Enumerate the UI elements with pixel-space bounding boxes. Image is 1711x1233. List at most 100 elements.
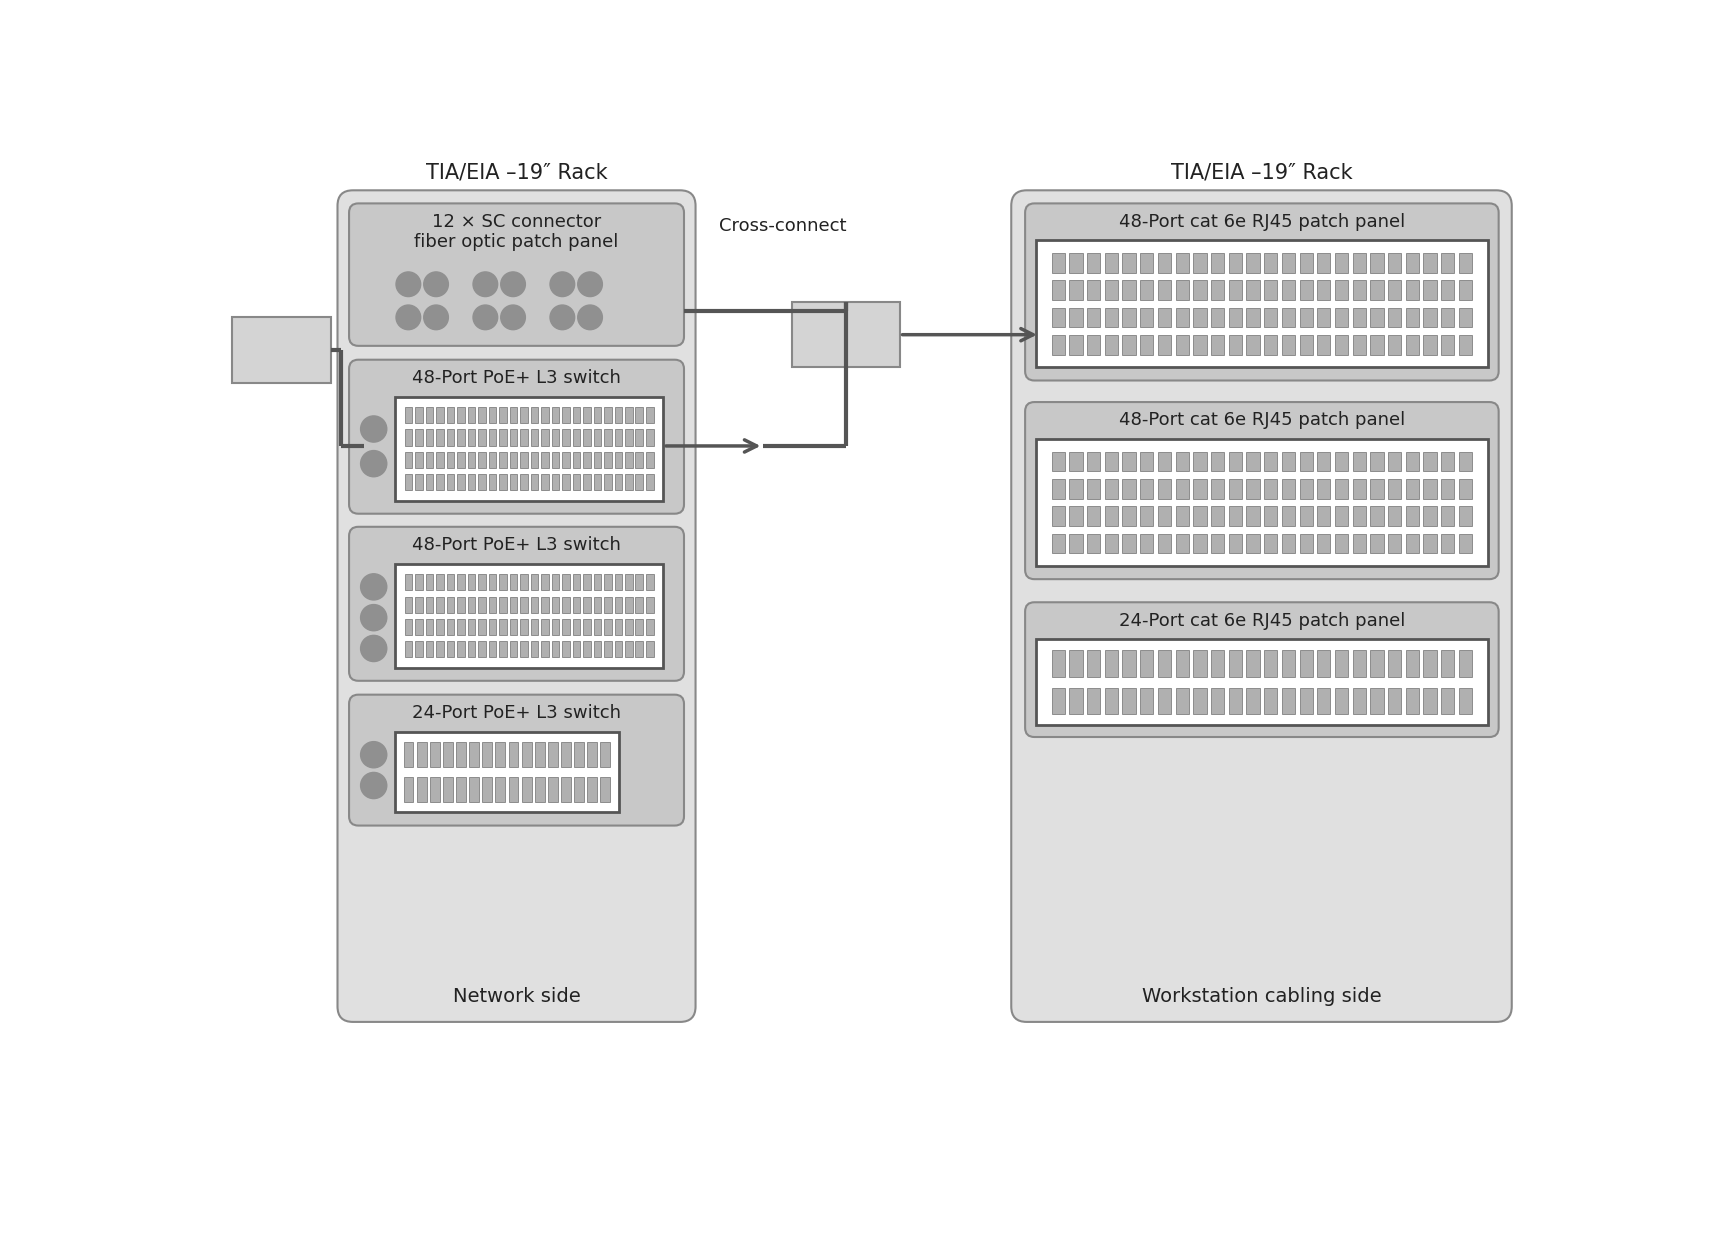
Bar xyxy=(489,597,496,613)
FancyBboxPatch shape xyxy=(349,360,684,514)
Bar xyxy=(1353,480,1365,498)
Bar xyxy=(604,575,613,591)
Bar xyxy=(561,475,570,491)
Bar xyxy=(1371,688,1384,714)
Bar xyxy=(1105,451,1117,471)
Bar xyxy=(1371,480,1384,498)
Bar xyxy=(625,597,633,613)
Bar xyxy=(1122,507,1136,526)
Bar xyxy=(404,429,412,445)
Bar xyxy=(1193,688,1206,714)
Bar xyxy=(1140,480,1153,498)
Bar xyxy=(1246,480,1259,498)
Bar xyxy=(520,407,529,423)
Bar xyxy=(1105,308,1117,328)
Bar xyxy=(1335,280,1348,300)
Bar xyxy=(1282,651,1295,677)
Bar xyxy=(1353,451,1365,471)
Text: Cross-connect: Cross-connect xyxy=(719,217,847,236)
Bar xyxy=(520,641,529,657)
Bar xyxy=(1353,651,1365,677)
Bar xyxy=(614,451,623,467)
Bar xyxy=(1371,335,1384,355)
Bar xyxy=(1459,480,1471,498)
Bar xyxy=(1282,280,1295,300)
Circle shape xyxy=(578,272,602,297)
Bar xyxy=(467,475,476,491)
Bar xyxy=(551,429,559,445)
Bar xyxy=(1317,480,1331,498)
Bar xyxy=(1441,335,1454,355)
Bar xyxy=(1317,507,1331,526)
Bar xyxy=(477,641,486,657)
Bar xyxy=(1228,335,1242,355)
FancyBboxPatch shape xyxy=(349,694,684,826)
Bar xyxy=(489,451,496,467)
Bar xyxy=(467,451,476,467)
Bar xyxy=(548,742,558,767)
Bar xyxy=(404,451,412,467)
Bar xyxy=(520,429,529,445)
Bar xyxy=(416,475,423,491)
Bar xyxy=(1459,451,1471,471)
Bar xyxy=(614,475,623,491)
Bar xyxy=(1424,534,1437,554)
Bar xyxy=(416,641,423,657)
Bar xyxy=(1086,335,1100,355)
Bar xyxy=(551,619,559,635)
Bar xyxy=(510,619,517,635)
Bar xyxy=(583,451,590,467)
Bar xyxy=(1459,253,1471,272)
Bar xyxy=(1158,335,1170,355)
Bar xyxy=(510,575,517,591)
Bar xyxy=(1140,280,1153,300)
Bar xyxy=(520,597,529,613)
Bar xyxy=(1388,451,1401,471)
Bar xyxy=(594,619,601,635)
Bar xyxy=(426,407,433,423)
Bar xyxy=(575,777,583,801)
Bar xyxy=(436,641,443,657)
Bar xyxy=(647,575,654,591)
Bar xyxy=(447,619,455,635)
Text: TIA/EIA –19″ Rack: TIA/EIA –19″ Rack xyxy=(426,163,607,182)
Bar xyxy=(561,429,570,445)
Bar xyxy=(1353,253,1365,272)
FancyBboxPatch shape xyxy=(1025,203,1499,381)
Bar xyxy=(541,475,549,491)
Bar xyxy=(510,451,517,467)
Bar xyxy=(1424,253,1437,272)
Bar xyxy=(530,641,539,657)
Bar xyxy=(573,451,580,467)
Bar xyxy=(1424,335,1437,355)
Circle shape xyxy=(472,305,498,329)
Bar xyxy=(429,777,440,801)
Bar xyxy=(457,742,465,767)
Bar xyxy=(1264,688,1278,714)
Bar xyxy=(625,619,633,635)
Bar xyxy=(1300,688,1312,714)
Bar xyxy=(477,429,486,445)
Bar xyxy=(1228,507,1242,526)
FancyBboxPatch shape xyxy=(349,526,684,681)
Bar xyxy=(1086,280,1100,300)
Bar xyxy=(1441,534,1454,554)
Circle shape xyxy=(424,305,448,329)
Bar xyxy=(436,619,443,635)
Bar xyxy=(416,575,423,591)
Bar xyxy=(583,475,590,491)
Bar xyxy=(1069,651,1083,677)
Bar xyxy=(1264,280,1278,300)
FancyBboxPatch shape xyxy=(349,203,684,345)
Bar xyxy=(1459,534,1471,554)
Bar xyxy=(510,407,517,423)
Bar xyxy=(1228,480,1242,498)
Bar xyxy=(416,597,423,613)
Bar xyxy=(635,407,643,423)
Bar xyxy=(573,575,580,591)
Bar xyxy=(457,451,465,467)
Text: TIA/EIA –19″ Rack: TIA/EIA –19″ Rack xyxy=(1170,163,1352,182)
Bar xyxy=(1122,688,1136,714)
Bar xyxy=(551,575,559,591)
Circle shape xyxy=(395,305,421,329)
